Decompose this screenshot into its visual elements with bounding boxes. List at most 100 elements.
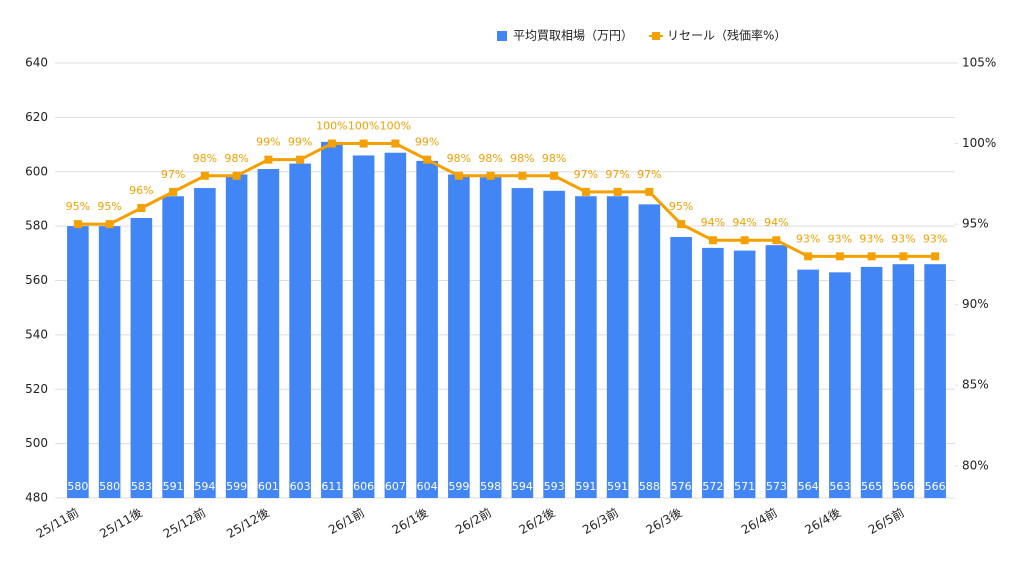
legend-swatch — [652, 32, 661, 40]
bar-value-label: 565 — [861, 480, 882, 493]
bar-value-label: 580 — [99, 480, 120, 493]
line-point — [677, 220, 686, 229]
x-tick-label: 26/2後 — [517, 506, 558, 538]
bar — [289, 163, 311, 498]
line-value-label: 96% — [129, 184, 153, 197]
y-tick-label: 500 — [25, 436, 48, 450]
line-point — [454, 171, 463, 180]
line-value-label: 97% — [637, 168, 661, 181]
bar-value-label: 591 — [607, 480, 628, 493]
line-point — [423, 155, 432, 164]
line-point — [518, 171, 527, 180]
bar-value-label: 594 — [512, 480, 533, 493]
line — [77, 142, 936, 258]
line-point — [867, 252, 876, 261]
bar — [479, 177, 502, 498]
line-point — [296, 155, 305, 164]
bar — [670, 237, 692, 498]
line-point — [772, 236, 781, 245]
line-point — [550, 171, 559, 180]
line-point — [105, 220, 114, 229]
line-point — [137, 204, 146, 212]
bar-value-label: 599 — [448, 480, 469, 493]
line-point — [740, 236, 749, 245]
bar — [352, 155, 375, 498]
bar-value-label: 611 — [321, 480, 342, 493]
line-point — [899, 252, 908, 261]
y2-tick-label: 85% — [962, 378, 989, 392]
bar — [384, 152, 407, 498]
bar — [702, 247, 724, 498]
bar-value-label: 594 — [194, 480, 215, 493]
y-tick-label: 520 — [25, 382, 48, 396]
bar-value-label: 606 — [353, 480, 374, 493]
legend-label: リセール（残価率%） — [667, 28, 786, 43]
line-value-label: 94% — [764, 216, 788, 229]
y2-tick-label: 90% — [962, 297, 989, 311]
y2-tick-label: 105% — [962, 56, 996, 70]
y-tick-label: 560 — [25, 273, 48, 287]
bar-value-label: 599 — [226, 480, 247, 493]
x-tick-label: 25/11前 — [33, 505, 81, 541]
bar — [575, 196, 597, 498]
bar — [257, 169, 280, 498]
bar — [606, 196, 629, 498]
line-value-label: 95% — [97, 200, 121, 213]
line-point — [804, 252, 813, 261]
line-value-label: 100% — [316, 120, 347, 133]
bar-value-label: 566 — [925, 480, 946, 493]
line-value-label: 94% — [732, 216, 756, 229]
bar-value-label: 591 — [163, 480, 184, 493]
bar — [130, 217, 153, 498]
line-point — [581, 187, 590, 196]
bar — [194, 188, 216, 498]
y-tick-label: 540 — [25, 327, 48, 341]
bar — [162, 196, 184, 498]
line-point — [200, 171, 209, 180]
bar — [543, 190, 565, 498]
line-point — [327, 139, 336, 148]
bar-value-label: 588 — [639, 480, 660, 493]
x-tick-label: 26/1前 — [326, 505, 367, 537]
line-value-label: 93% — [891, 232, 915, 245]
line-value-label: 95% — [669, 200, 693, 213]
x-tick-label: 26/5前 — [865, 505, 906, 537]
line-point — [708, 236, 717, 245]
bar-value-label: 566 — [893, 480, 914, 493]
line-point — [613, 187, 622, 196]
line-point — [391, 139, 400, 148]
bar — [797, 269, 819, 498]
line-value-label: 93% — [859, 232, 883, 245]
line-value-label: 99% — [415, 136, 439, 149]
line-point — [931, 252, 940, 261]
line-point — [73, 220, 82, 229]
x-tick-label: 25/12後 — [224, 506, 271, 541]
line-value-label: 93% — [796, 232, 820, 245]
line-value-label: 93% — [828, 232, 852, 245]
bar-value-label: 591 — [575, 480, 596, 493]
bar-value-label: 607 — [385, 480, 406, 493]
line-value-label: 97% — [161, 168, 185, 181]
line-point — [835, 252, 844, 261]
line-point — [486, 171, 495, 180]
line-value-label: 98% — [447, 152, 471, 165]
bar — [733, 250, 756, 498]
y-tick-label: 480 — [25, 491, 48, 505]
line-value-label: 97% — [605, 168, 629, 181]
x-tick-label: 26/3後 — [644, 506, 685, 538]
line-value-label: 95% — [66, 200, 90, 213]
line-value-label: 98% — [224, 152, 248, 165]
line-value-label: 97% — [574, 168, 598, 181]
y-tick-label: 620 — [25, 110, 48, 124]
legend-label: 平均買取相場（万円） — [513, 29, 633, 43]
line-value-label: 99% — [256, 136, 280, 149]
bar — [829, 272, 851, 498]
bar — [511, 188, 534, 498]
bar-value-label: 593 — [544, 480, 565, 493]
bar — [321, 141, 343, 498]
bar-value-label: 601 — [258, 480, 279, 493]
legend-swatch — [497, 31, 507, 41]
y-tick-label: 600 — [25, 164, 48, 178]
bar — [860, 266, 883, 498]
